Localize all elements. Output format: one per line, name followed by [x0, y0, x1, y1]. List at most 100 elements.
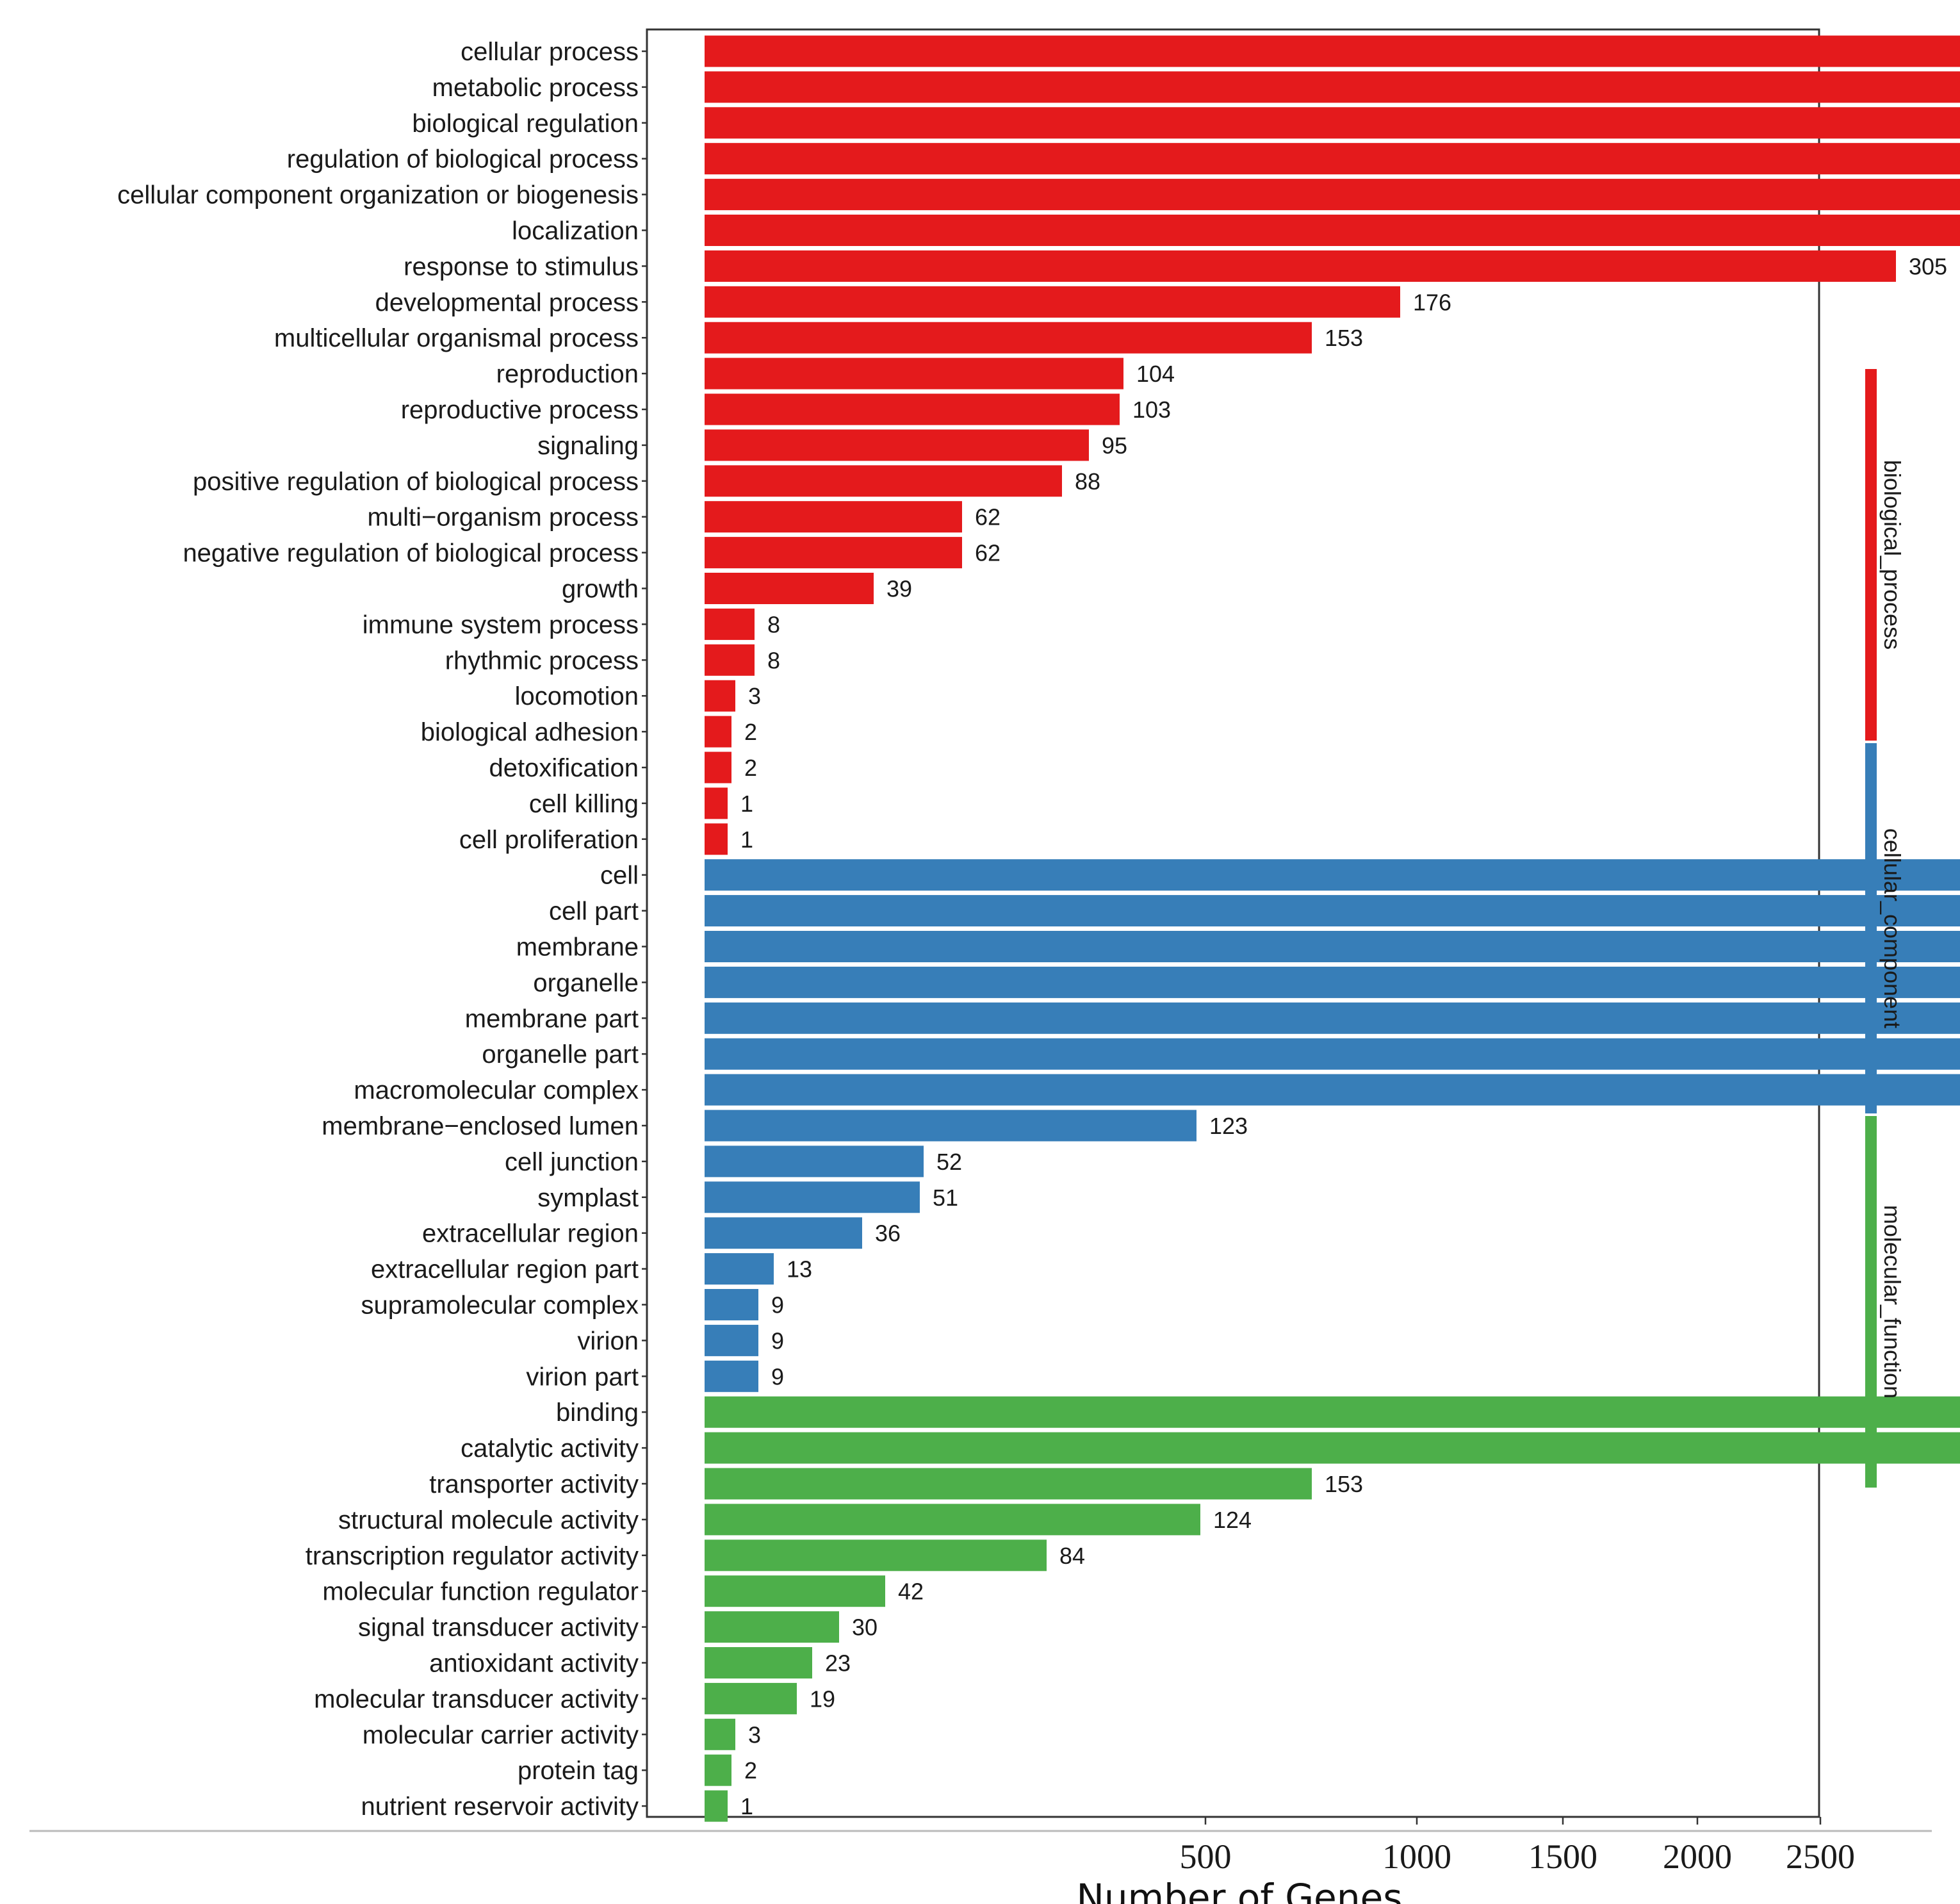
value-label-rhythmic-process: 8	[767, 647, 780, 673]
bar-cell-part	[705, 895, 1960, 927]
category-label-organelle: organelle	[533, 969, 639, 997]
bar-detoxification	[705, 751, 731, 784]
category-label-cell: cell	[600, 862, 639, 890]
bar-structural-molecule-activity	[705, 1504, 1200, 1536]
category-label-membrane-part: membrane part	[465, 1005, 639, 1033]
category-label-protein-tag: protein tag	[518, 1757, 639, 1785]
bars-layer	[705, 35, 1960, 1822]
category-label-localization: localization	[512, 217, 639, 245]
category-label-multicellular-organismal-process: multicellular organismal process	[274, 324, 639, 352]
category-label-signaling: signaling	[537, 432, 639, 460]
bar-membrane-enclosed-lumen	[705, 1110, 1196, 1142]
category-label-regulation-of-biological-process: regulation of biological process	[287, 145, 639, 174]
bar-organelle-part	[705, 1038, 1960, 1070]
value-label-multicellular-organismal-process: 153	[1325, 325, 1363, 351]
value-label-membrane-enclosed-lumen: 123	[1209, 1113, 1248, 1139]
bar-organelle	[705, 966, 1960, 998]
value-label-molecular-transducer-activity: 19	[810, 1686, 835, 1712]
value-label-reproduction: 104	[1136, 361, 1175, 387]
x-tick-label-2000: 2000	[1663, 1837, 1732, 1876]
category-label-signal-transducer-activity: signal transducer activity	[358, 1614, 639, 1642]
value-label-supramolecular-complex: 9	[771, 1292, 784, 1318]
value-label-immune-system-process: 8	[767, 611, 780, 637]
category-label-virion-part: virion part	[526, 1363, 639, 1391]
value-label-extracellular-region-part: 13	[787, 1256, 812, 1283]
category-label-macromolecular-complex: macromolecular complex	[354, 1076, 639, 1104]
value-label-biological-adhesion: 2	[744, 719, 757, 745]
bar-cellular-process	[705, 35, 1960, 67]
group-label-cellular-component: cellular_component	[1879, 828, 1906, 1028]
y-ticks-layer	[642, 50, 647, 1807]
category-label-molecular-transducer-activity: molecular transducer activity	[314, 1685, 639, 1713]
category-label-cell-proliferation: cell proliferation	[459, 826, 639, 854]
group-strip-molecular-function	[1865, 1116, 1877, 1488]
bar-protein-tag	[705, 1754, 731, 1786]
value-label-extracellular-region: 36	[875, 1220, 901, 1247]
value-label-signal-transducer-activity: 30	[852, 1614, 878, 1641]
bar-reproduction	[705, 357, 1123, 390]
value-label-negative-regulation-of-biological-process: 62	[975, 540, 1000, 566]
x-tick-label-500: 500	[1180, 1837, 1232, 1876]
category-label-reproductive-process: reproductive process	[401, 396, 639, 424]
category-label-negative-regulation-of-biological-process: negative regulation of biological proces…	[183, 539, 639, 568]
value-label-response-to-stimulus: 305	[1909, 253, 1947, 279]
value-label-developmental-process: 176	[1413, 289, 1451, 315]
x-tick-label-1500: 1500	[1528, 1837, 1597, 1876]
x-ticks-layer: 500 1000 1500 2000 2500	[1180, 1817, 1855, 1876]
category-label-catalytic-activity: catalytic activity	[461, 1434, 639, 1463]
bar-metabolic-process	[705, 71, 1960, 103]
value-label-symplast: 51	[933, 1185, 958, 1211]
value-label-cell-proliferation: 1	[740, 826, 753, 853]
group-label-biological-process: biological_process	[1879, 460, 1906, 650]
category-label-binding: binding	[556, 1399, 639, 1427]
x-axis-title: Number of Genes	[1076, 1876, 1402, 1904]
category-label-cell-junction: cell junction	[505, 1148, 639, 1176]
bar-binding	[705, 1396, 1960, 1428]
category-label-molecular-carrier-activity: molecular carrier activity	[363, 1721, 639, 1749]
category-label-organelle-part: organelle part	[482, 1040, 639, 1069]
bar-virion	[705, 1324, 758, 1356]
group-strip-cellular-component	[1865, 743, 1877, 1113]
category-label-cell-killing: cell killing	[529, 790, 639, 818]
bar-positive-regulation-of-biological-process	[705, 465, 1062, 497]
bar-nutrient-reservoir-activity	[705, 1790, 728, 1822]
group-strip-biological-process	[1865, 369, 1877, 741]
bar-extracellular-region	[705, 1217, 862, 1249]
category-label-cell-part: cell part	[549, 898, 639, 926]
bar-negative-regulation-of-biological-process	[705, 537, 962, 569]
category-label-rhythmic-process: rhythmic process	[445, 646, 639, 675]
category-label-positive-regulation-of-biological-process: positive regulation of biological proces…	[193, 468, 639, 496]
bar-cell-proliferation	[705, 823, 728, 855]
x-tick-label-1000: 1000	[1382, 1837, 1451, 1876]
category-label-immune-system-process: immune system process	[363, 611, 639, 639]
category-label-structural-molecule-activity: structural molecule activity	[338, 1506, 639, 1534]
value-label-detoxification: 2	[744, 755, 757, 781]
category-label-detoxification: detoxification	[489, 754, 639, 782]
category-label-biological-regulation: biological regulation	[412, 110, 639, 138]
category-label-locomotion: locomotion	[515, 682, 639, 710]
category-label-growth: growth	[562, 575, 639, 603]
category-label-molecular-function-regulator: molecular function regulator	[322, 1578, 639, 1606]
category-label-transporter-activity: transporter activity	[429, 1470, 639, 1498]
category-label-developmental-process: developmental process	[375, 288, 639, 316]
bar-developmental-process	[705, 286, 1400, 318]
category-label-supramolecular-complex: supramolecular complex	[361, 1292, 639, 1320]
category-label-extracellular-region: extracellular region	[422, 1220, 639, 1248]
x-tick-label-2500: 2500	[1786, 1837, 1855, 1876]
bar-molecular-carrier-activity	[705, 1718, 735, 1750]
bar-biological-adhesion	[705, 716, 731, 748]
value-label-virion-part: 9	[771, 1363, 784, 1390]
category-label-antioxidant-activity: antioxidant activity	[429, 1650, 639, 1678]
bar-cell-killing	[705, 787, 728, 819]
category-label-membrane: membrane	[516, 933, 639, 962]
category-label-biological-adhesion: biological adhesion	[421, 718, 639, 746]
bar-supramolecular-complex	[705, 1289, 758, 1320]
category-label-virion: virion	[577, 1327, 639, 1355]
bar-symplast	[705, 1181, 920, 1213]
category-label-reproduction: reproduction	[496, 360, 639, 388]
bar-signal-transducer-activity	[705, 1611, 839, 1643]
bar-molecular-function-regulator	[705, 1575, 885, 1607]
value-label-protein-tag: 2	[744, 1757, 757, 1784]
bar-antioxidant-activity	[705, 1647, 812, 1678]
